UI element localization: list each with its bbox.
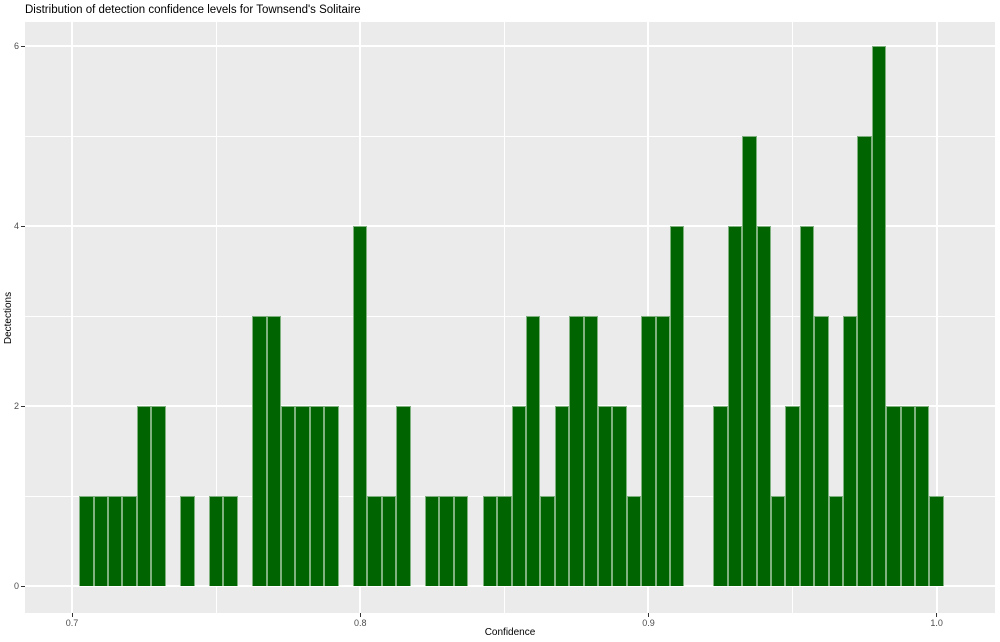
histogram-bar: [554, 406, 570, 586]
histogram-bar: [857, 136, 872, 586]
histogram-bar: [280, 406, 296, 586]
histogram-bar: [266, 316, 281, 586]
histogram-bar: [770, 496, 786, 586]
histogram-bar: [727, 226, 743, 586]
histogram-bar: [497, 496, 512, 586]
histogram-bar: [670, 226, 685, 586]
y-tick-label: 4: [13, 220, 19, 231]
x-tick-label: 0.9: [642, 618, 655, 628]
histogram-bar: [756, 226, 771, 586]
histogram-bar: [871, 46, 887, 586]
x-tick-label: 1.0: [930, 618, 943, 628]
histogram-bar: [612, 406, 627, 586]
gridline-x-minor: [503, 22, 505, 613]
histogram-bar: [309, 406, 325, 586]
y-tick-mark: [21, 225, 25, 227]
histogram-bar: [828, 496, 843, 586]
gridline-y-major: [25, 585, 995, 587]
histogram-bar: [540, 496, 555, 586]
y-tick-mark: [21, 585, 25, 587]
histogram-bar: [122, 496, 137, 586]
plot-panel: [25, 22, 995, 613]
histogram-bar: [151, 406, 166, 586]
histogram-bar: [223, 496, 238, 586]
histogram-bar: [136, 406, 152, 586]
gridline-x-major: [71, 22, 73, 613]
histogram-bar: [396, 406, 411, 586]
x-tick-mark: [71, 613, 73, 617]
histogram-bar: [641, 316, 656, 586]
histogram-bar: [295, 406, 310, 586]
histogram-bar: [252, 316, 267, 586]
gridline-x-major: [935, 22, 938, 613]
y-axis-title: Dectections: [3, 291, 14, 345]
histogram-bar: [482, 496, 498, 586]
histogram-bar: [324, 406, 339, 586]
histogram-bar: [886, 406, 901, 586]
gridline-y-minor: [25, 315, 995, 317]
gridline-y-major: [25, 225, 995, 227]
chart-title: Distribution of detection confidence lev…: [25, 4, 361, 16]
y-tick-label: 6: [13, 40, 19, 51]
histogram-bar: [655, 316, 671, 586]
histogram-bar: [180, 496, 195, 586]
histogram-bar: [799, 226, 815, 586]
histogram-bar: [583, 316, 599, 586]
y-tick-mark: [21, 45, 25, 47]
histogram-bar: [525, 316, 541, 586]
histogram-bar: [843, 316, 858, 586]
gridline-y-major: [25, 405, 995, 407]
gridline-y-minor: [25, 135, 995, 137]
histogram-bar: [353, 226, 368, 586]
gridline-x-minor: [215, 22, 217, 613]
x-tick-mark: [936, 613, 938, 617]
y-tick-mark: [21, 405, 25, 407]
gridline-y-major: [25, 45, 995, 47]
x-tick-label: 0.7: [65, 618, 79, 628]
histogram-bar: [79, 496, 94, 586]
histogram-bar: [425, 496, 440, 586]
y-tick-label: 0: [13, 580, 19, 591]
x-tick-mark: [647, 613, 649, 617]
histogram-bar: [900, 406, 916, 586]
histogram-bar: [626, 496, 642, 586]
histogram-bar: [381, 496, 397, 586]
x-tick-mark: [359, 613, 361, 617]
histogram-bar: [814, 316, 829, 586]
histogram-bar: [929, 496, 944, 586]
gridline-x-minor: [792, 22, 794, 613]
histogram-bar: [713, 406, 728, 586]
histogram-bar: [742, 136, 757, 586]
histogram-bar: [453, 496, 469, 586]
histogram-bar: [208, 496, 224, 586]
histogram-bar: [367, 496, 382, 586]
histogram-bar: [439, 496, 454, 586]
histogram-bar: [598, 406, 613, 586]
histogram-bar: [108, 496, 123, 586]
histogram-bar: [511, 406, 526, 586]
x-tick-label: 0.8: [353, 618, 367, 628]
histogram-bar: [93, 496, 109, 586]
y-tick-label: 2: [13, 400, 19, 411]
histogram-bar: [569, 316, 584, 586]
x-axis-title: Confidence: [484, 627, 536, 638]
histogram-bar: [785, 406, 800, 586]
histogram-bar: [915, 406, 930, 586]
